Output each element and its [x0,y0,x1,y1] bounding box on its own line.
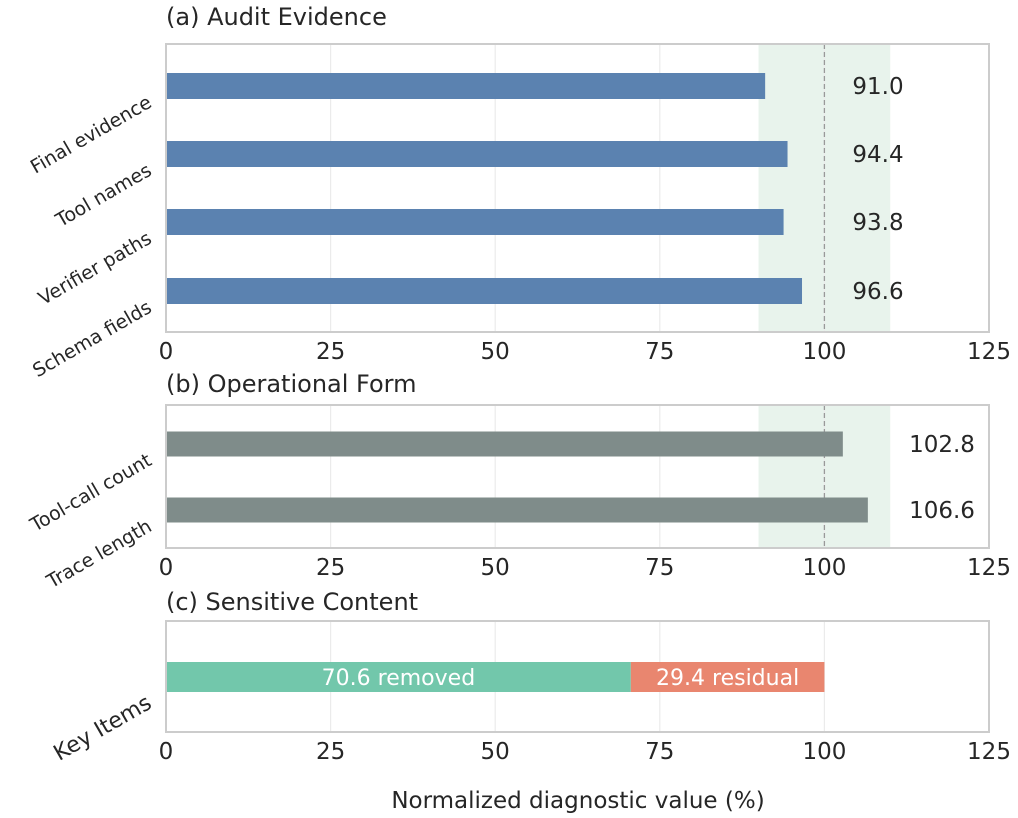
x-tick-label: 125 [967,739,1011,765]
x-axis-label: Normalized diagnostic value (%) [391,788,764,814]
plot-frame [165,404,990,549]
bar-segment-residual [630,662,825,692]
bar [166,278,803,304]
x-tick-label: 0 [159,555,174,581]
x-tick-label: 50 [481,339,510,365]
bar [166,73,766,99]
data-label: 102.8 [909,432,975,458]
bar [166,209,784,235]
panel-title: (c) Sensitive Content [166,588,418,616]
data-label: 106.6 [909,498,975,524]
panel-operational-form: (b) Operational Form 102.8106.6Tool-call… [26,370,1011,593]
bar [166,141,788,167]
panel-title: (b) Operational Form [166,370,417,398]
x-tick-label: 0 [159,339,174,365]
x-tick-label: 25 [316,739,345,765]
x-tick-label: 100 [802,339,846,365]
plot-frame [165,43,990,333]
category-label: Verifier paths [35,227,156,310]
x-tick-label: 75 [645,739,674,765]
bar-segment-removed [166,662,631,692]
x-tick-label: 75 [645,555,674,581]
bar [166,431,843,457]
x-tick-label: 25 [316,555,345,581]
x-tick-label: 125 [967,555,1011,581]
data-label: 96.6 [852,279,903,305]
data-label: 91.0 [852,74,903,100]
segment-label: 70.6 removed [322,666,475,691]
category-label: Key Items [50,691,156,767]
x-tick-label: 125 [967,339,1011,365]
x-tick-label: 50 [481,555,510,581]
category-label: Schema fields [29,296,155,382]
panel-sensitive-content: (c) Sensitive Content 70.6 removed 29.4 r… [50,588,1011,766]
x-tick-label: 25 [316,339,345,365]
plot-frame [165,620,990,733]
category-label: Tool names [51,159,155,232]
segment-label: 29.4 residual [656,666,799,691]
category-label: Trace length [42,515,155,593]
data-label: 93.8 [852,210,903,236]
x-tick-label: 50 [481,739,510,765]
x-tick-label: 100 [802,555,846,581]
x-tick-label: 0 [159,739,174,765]
panel-audit-evidence: (a) Audit Evidence 91.094.493.896.6Final… [27,3,1011,382]
panel-title: (a) Audit Evidence [166,3,387,31]
x-tick-label: 75 [645,339,674,365]
bar [166,497,868,523]
data-label: 94.4 [852,142,903,168]
x-tick-label: 100 [802,739,846,765]
